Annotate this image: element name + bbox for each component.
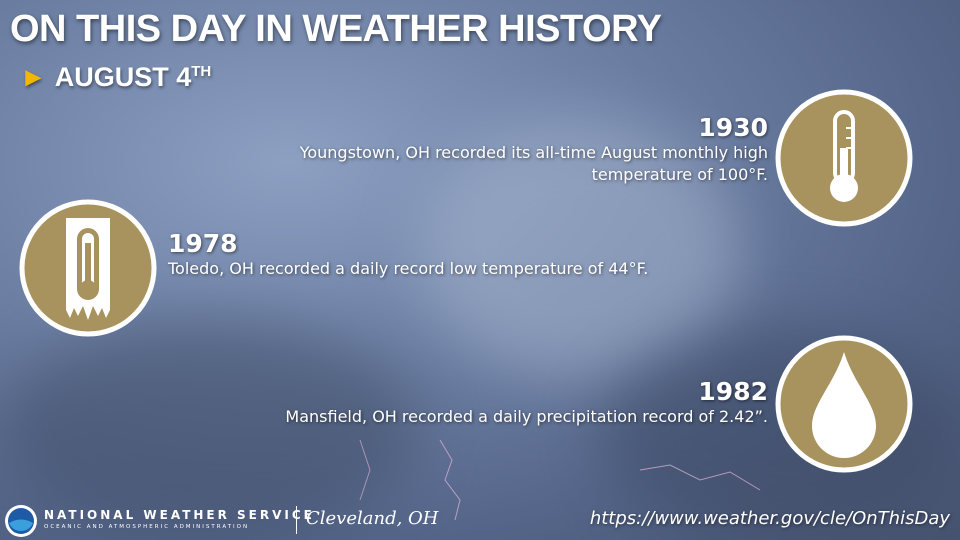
- event-year: 1930: [698, 113, 768, 142]
- noaa-logo: [5, 505, 37, 537]
- office: Cleveland, OH: [306, 508, 439, 529]
- title: ON THIS DAY IN WEATHER HISTORY: [10, 8, 662, 50]
- cloud: [0, 320, 420, 540]
- cloud: [420, 120, 740, 380]
- event-text: Mansfield, OH recorded a daily precipita…: [285, 407, 768, 426]
- agency: NATIONAL WEATHER SERVICE: [44, 508, 315, 522]
- event: 1930 Youngstown, OH recorded its all-tim…: [208, 114, 768, 186]
- agency-sub: OCEANIC AND ATMOSPHERIC ADMINISTRATION: [44, 524, 250, 530]
- thermometer-icon: [775, 89, 913, 227]
- event-text: Toledo, OH recorded a daily record low t…: [168, 259, 649, 278]
- event: 1978 Toledo, OH recorded a daily record …: [168, 230, 808, 280]
- event: 1982 Mansfield, OH recorded a daily prec…: [128, 378, 768, 428]
- date-suffix: TH: [191, 63, 212, 80]
- frozen-thermometer-icon: [19, 199, 157, 337]
- event-year: 1982: [698, 377, 768, 406]
- event-text: Youngstown, OH recorded its all-time Aug…: [299, 143, 768, 184]
- event-year: 1978: [168, 229, 238, 258]
- raindrop-icon: [775, 335, 913, 473]
- divider: [296, 506, 297, 534]
- url: https://www.weather.gov/cle/OnThisDay: [589, 508, 950, 529]
- date-text: AUGUST 4: [54, 62, 192, 92]
- date: ► AUGUST 4TH: [20, 62, 212, 92]
